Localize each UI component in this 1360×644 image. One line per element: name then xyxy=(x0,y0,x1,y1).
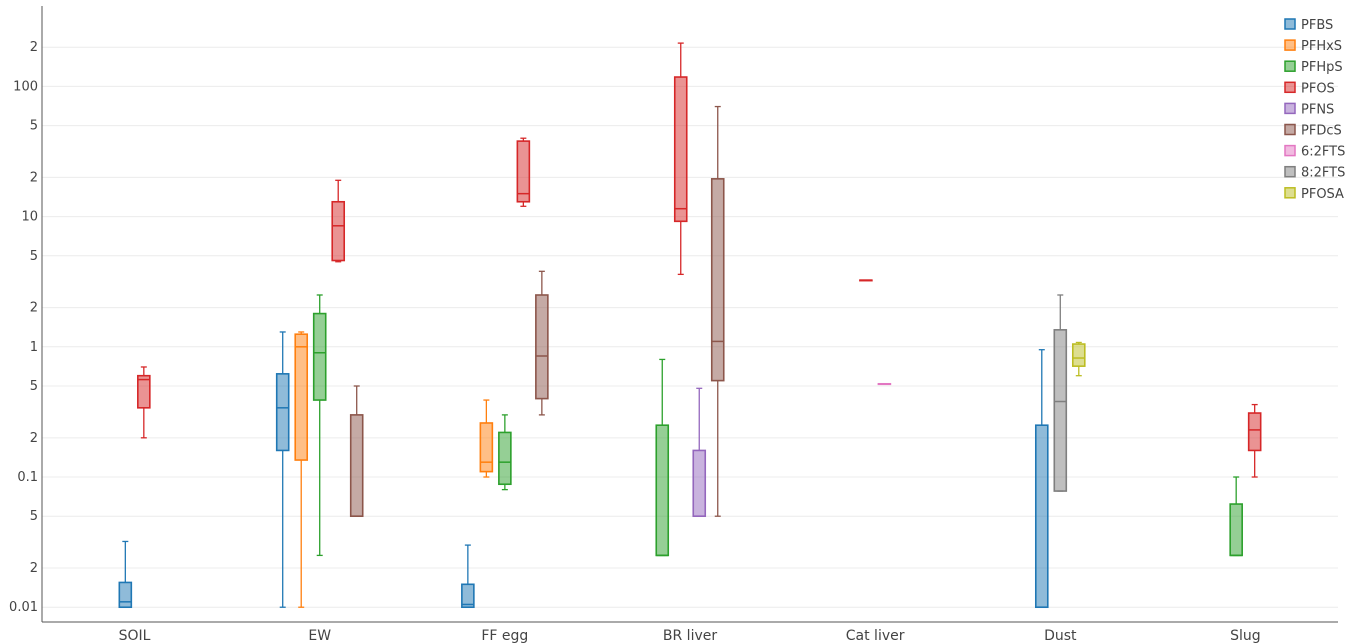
box-PFHpS-FF egg xyxy=(498,414,512,491)
x-tick-label: SOIL xyxy=(119,628,151,644)
y-tick-label: 100 xyxy=(13,79,38,94)
legend-item-PFBS: PFBS xyxy=(1284,18,1333,33)
y-tick-label: 2 xyxy=(30,301,38,316)
legend-label: 6:2FTS xyxy=(1301,145,1345,160)
box-iqr xyxy=(461,583,475,609)
legend-label: PFDcS xyxy=(1301,124,1342,139)
x-tick-label: EW xyxy=(308,628,331,644)
box-PFOS-Cat liver xyxy=(859,279,873,282)
legend-label: PFBS xyxy=(1301,18,1333,33)
box-PFBS-Dust xyxy=(1034,349,1049,609)
boxes xyxy=(118,42,1262,609)
box-PFBS-EW xyxy=(275,331,290,608)
box-PFDcS-BR liver xyxy=(710,105,725,517)
legend-label: PFHxS xyxy=(1301,39,1342,54)
box-PFOS-EW xyxy=(331,179,346,263)
x-tick-label: Cat liver xyxy=(846,628,905,644)
box-iqr xyxy=(1071,343,1086,367)
legend-item-8:2FTS: 8:2FTS xyxy=(1284,165,1345,181)
box-iqr xyxy=(1247,412,1262,452)
x-tick-label: BR liver xyxy=(663,628,717,644)
gridlines xyxy=(42,46,1338,608)
box-PFDcS-FF egg xyxy=(535,270,549,416)
box-iqr xyxy=(294,333,309,461)
y-tick-label: 0.01 xyxy=(9,600,38,615)
box-iqr xyxy=(349,414,364,518)
box-iqr xyxy=(331,200,346,262)
box-iqr xyxy=(1034,424,1049,609)
x-tick-label: Dust xyxy=(1044,628,1077,644)
legend-label: PFHpS xyxy=(1301,60,1343,75)
box-iqr xyxy=(479,422,494,473)
box-iqr xyxy=(1229,503,1243,557)
box-PFOS-SOIL xyxy=(137,366,151,439)
legend-item-6:2FTS: 6:2FTS xyxy=(1284,144,1345,160)
y-tick-label: 0.1 xyxy=(17,470,38,485)
legend-swatch xyxy=(1284,102,1296,115)
box-PFHpS-BR liver xyxy=(655,358,670,557)
box-PFNS-BR liver xyxy=(692,387,707,518)
y-tick-label: 5 xyxy=(30,379,38,394)
legend-swatch xyxy=(1284,187,1296,199)
legend-swatch xyxy=(1284,144,1296,157)
legend: PFBS PFHxS PFHpS PFOS PFNS PFDcS 6:2FTS 8:2FTS P… xyxy=(1284,18,1345,202)
legend-item-PFHxS: PFHxS xyxy=(1284,39,1342,54)
legend-swatch xyxy=(1284,39,1296,51)
x-tick-label: Slug xyxy=(1230,628,1261,644)
box-PFBS-FF egg xyxy=(461,544,475,609)
box-iqr xyxy=(655,424,670,557)
box-iqr xyxy=(137,374,151,409)
legend-item-PFOS: PFOS xyxy=(1284,81,1335,96)
legend-swatch xyxy=(1284,165,1296,178)
legend-swatch xyxy=(1284,81,1296,94)
box-PFOS-FF egg xyxy=(516,137,531,207)
y-tick-label: 2 xyxy=(30,40,38,55)
legend-item-PFHpS: PFHpS xyxy=(1284,60,1343,75)
box-iqr xyxy=(673,76,688,223)
box-iqr xyxy=(118,581,133,609)
box-PFOS-Slug xyxy=(1247,403,1262,478)
box-iqr xyxy=(498,431,512,486)
legend-label: PFOSA xyxy=(1301,187,1344,202)
box-PFOSA-Dust xyxy=(1071,341,1086,377)
legend-label: 8:2FTS xyxy=(1301,166,1345,181)
y-tick-label: 2 xyxy=(30,170,38,185)
box-iqr xyxy=(692,449,707,518)
y-tick-label: 5 xyxy=(30,119,38,134)
box-8:2FTS-Dust xyxy=(1053,294,1068,492)
box-iqr xyxy=(312,312,327,401)
legend-item-PFNS: PFNS xyxy=(1284,102,1334,117)
y-tick-label: 5 xyxy=(30,249,38,264)
box-PFOS-BR liver xyxy=(673,42,688,276)
legend-item-PFOSA: PFOSA xyxy=(1284,187,1344,202)
box-PFBS-SOIL xyxy=(118,540,133,609)
box-iqr xyxy=(535,294,549,400)
y-tick-label: 2 xyxy=(30,561,38,576)
y-tick-label: 2 xyxy=(30,431,38,446)
x-tick-label: FF egg xyxy=(481,628,528,644)
box-PFHxS-FF egg xyxy=(479,399,494,478)
box-PFDcS-EW xyxy=(349,385,364,518)
legend-item-PFDcS: PFDcS xyxy=(1284,123,1342,139)
legend-label: PFNS xyxy=(1301,102,1334,117)
box-iqr xyxy=(710,178,725,382)
box-iqr xyxy=(516,140,531,203)
box-iqr xyxy=(1053,329,1068,492)
box-6:2FTS-Cat liver xyxy=(877,382,892,386)
y-tick-label: 10 xyxy=(21,210,38,225)
legend-swatch xyxy=(1284,18,1296,30)
legend-swatch xyxy=(1284,123,1296,136)
box-PFHpS-EW xyxy=(312,294,327,557)
box-PFHxS-EW xyxy=(294,331,309,608)
y-tick-label: 5 xyxy=(30,509,38,524)
axes: 0.01 0.1 1 10 100 2 5 2 5 2 5 2 5 2 SOIL EW FF egg BR liv… xyxy=(9,6,1338,644)
box-PFHpS-Slug xyxy=(1229,476,1243,557)
legend-swatch xyxy=(1284,60,1296,72)
legend-label: PFOS xyxy=(1301,81,1335,96)
y-tick-label: 1 xyxy=(30,340,38,355)
box-iqr xyxy=(275,373,290,452)
